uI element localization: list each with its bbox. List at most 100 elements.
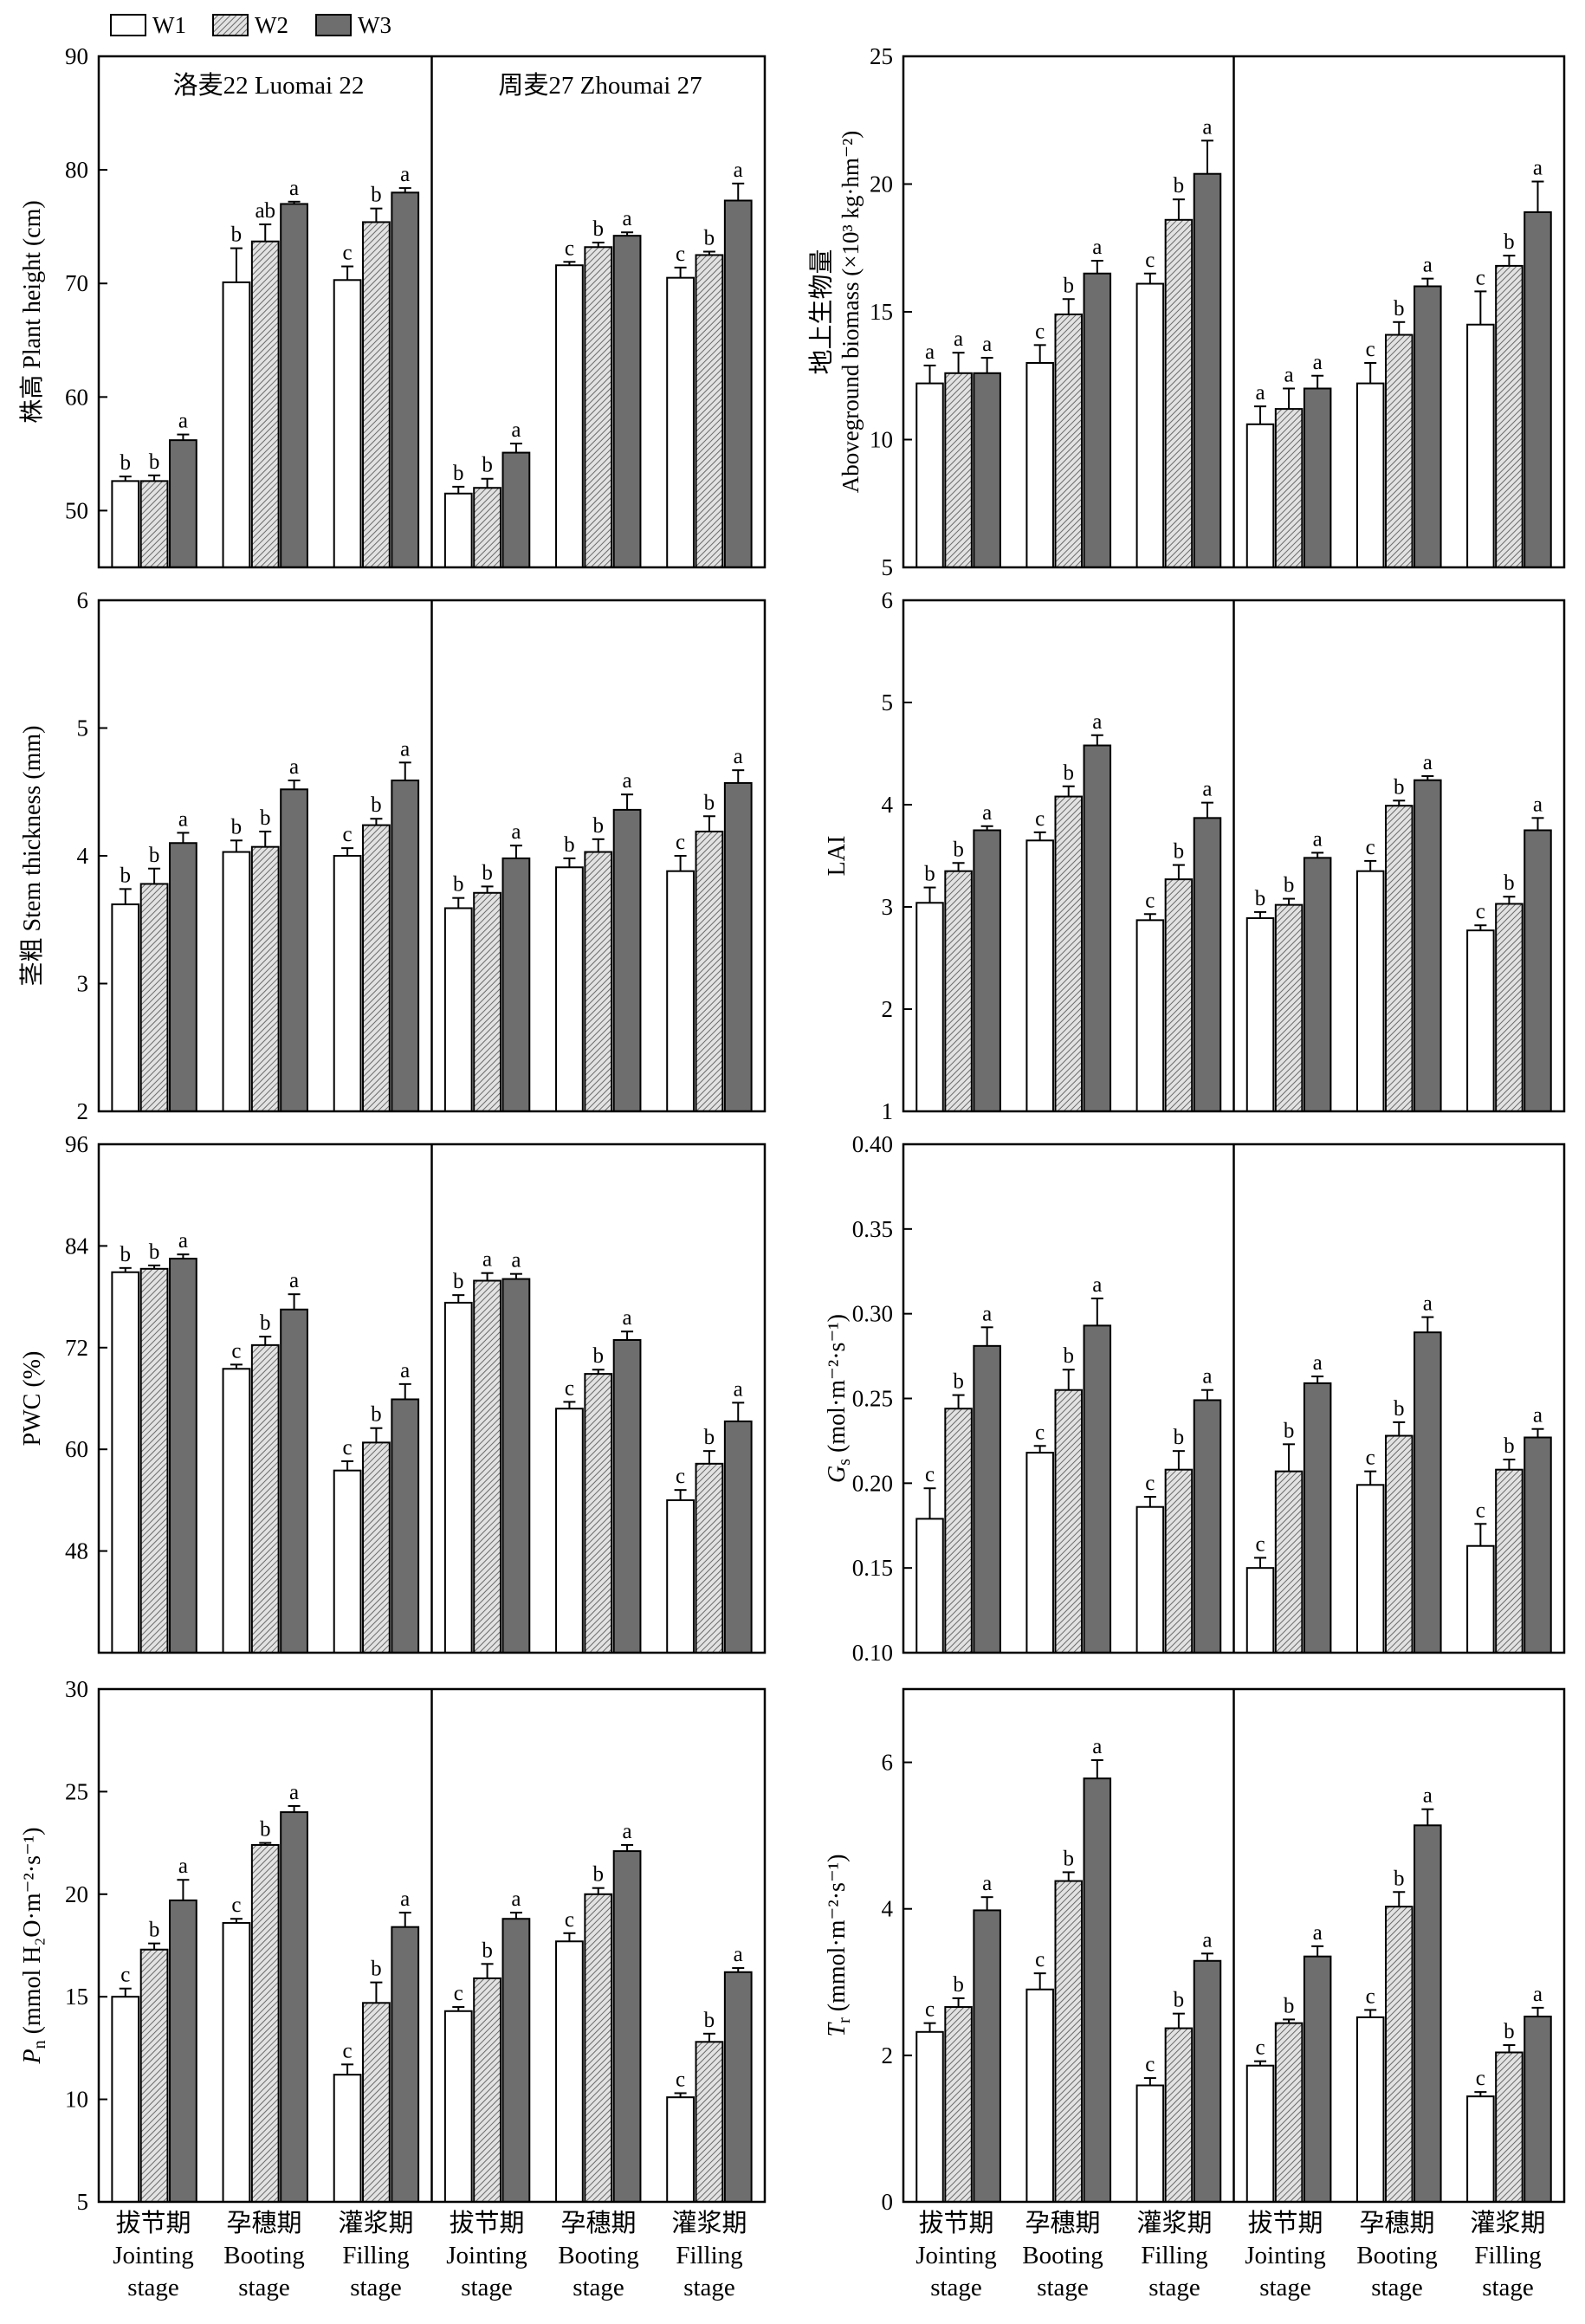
- significance-label: b: [924, 863, 935, 886]
- bar-w3: [1303, 1955, 1332, 2204]
- bar-w2: [250, 240, 280, 568]
- significance-label: a: [982, 333, 992, 356]
- bar-w3: [973, 1344, 1001, 1654]
- y-tick-label: 96: [65, 1131, 88, 1157]
- bar-w1: [443, 1301, 473, 1654]
- significance-label: a: [1092, 1273, 1102, 1297]
- significance-label: a: [734, 1943, 743, 1966]
- significance-label: b: [1064, 274, 1075, 297]
- bar-w1: [1466, 2095, 1495, 2203]
- bar-w3: [280, 203, 308, 568]
- stage-label-zh: 孕穗期: [560, 2209, 636, 2237]
- significance-label: c: [343, 823, 353, 846]
- bar-w3: [612, 235, 642, 568]
- significance-label: c: [1035, 1421, 1045, 1444]
- significance-label: c: [343, 1436, 353, 1460]
- bar-w3: [973, 829, 1001, 1112]
- significance-label: a: [1092, 236, 1102, 259]
- cultivar-title-zhoumai: 周麦27 Zhoumai 27: [498, 71, 702, 100]
- y-tick-label: 25: [65, 1778, 88, 1804]
- significance-label: a: [511, 820, 521, 844]
- significance-label: a: [623, 1820, 632, 1843]
- significance-label: c: [676, 831, 685, 854]
- bar-w3: [1083, 272, 1112, 568]
- bar-w1: [1355, 382, 1385, 568]
- bar-w3: [169, 842, 197, 1112]
- bar-w2: [362, 824, 391, 1112]
- significance-label: b: [1394, 1397, 1405, 1421]
- y-tick-label: 3: [77, 971, 89, 997]
- stage-label-en2: stage: [350, 2274, 402, 2301]
- bar-w2: [584, 1893, 613, 2204]
- bar-w1: [1245, 2064, 1275, 2203]
- bar-w1: [1466, 929, 1495, 1113]
- bar-w3: [501, 857, 531, 1112]
- stage-label-zh: 拔节期: [1247, 2209, 1323, 2237]
- y-tick-label: 20: [870, 172, 893, 197]
- bar-w2: [1495, 2051, 1524, 2204]
- bar-w3: [973, 372, 1001, 568]
- legend-swatch-w3: [315, 14, 352, 36]
- bar-w1: [443, 492, 473, 568]
- y-axis-label: Tr (mmol·m⁻²·s⁻¹): [824, 1855, 854, 2037]
- bar-w2: [473, 1279, 501, 1654]
- bar-w1: [1025, 839, 1054, 1112]
- significance-label: c: [676, 243, 685, 266]
- bar-w1: [555, 264, 584, 568]
- stage-label-en2: stage: [1148, 2274, 1200, 2301]
- significance-label: a: [511, 1249, 521, 1272]
- significance-label: b: [593, 1344, 605, 1368]
- y-tick-label: 6: [882, 1750, 894, 1776]
- stage-label-zh: 拔节期: [918, 2209, 993, 2237]
- significance-label: b: [1504, 1434, 1515, 1458]
- significance-label: c: [343, 242, 353, 265]
- bar-w2: [473, 1977, 501, 2203]
- stage-label-zh: 灌浆期: [1136, 2209, 1212, 2237]
- bar-w3: [1524, 210, 1552, 568]
- bar-w3: [1524, 829, 1552, 1112]
- bar-w3: [723, 781, 753, 1112]
- y-tick-label: 70: [65, 270, 88, 296]
- significance-label: c: [1035, 807, 1045, 831]
- significance-label: a: [1202, 115, 1212, 139]
- significance-label: c: [1366, 836, 1375, 859]
- y-tick-label: 0.30: [852, 1301, 893, 1327]
- significance-label: a: [1092, 1735, 1102, 1758]
- significance-label: b: [953, 838, 964, 861]
- significance-label: c: [1476, 900, 1485, 923]
- bar-w3: [280, 788, 308, 1112]
- stage-label-zh: 孕穗期: [1025, 2209, 1100, 2237]
- significance-label: a: [734, 159, 743, 182]
- y-tick-label: 0.40: [852, 1131, 893, 1157]
- x-labels-right: 拔节期 Jointing stage 孕穗期 Booting stage 灌浆期…: [915, 2209, 1545, 2301]
- significance-label: b: [149, 1919, 160, 1942]
- significance-label: b: [1255, 887, 1266, 910]
- bar-w2: [1054, 795, 1084, 1112]
- significance-label: c: [676, 2068, 685, 2091]
- bar-w2: [250, 845, 280, 1112]
- bar-w2: [1164, 878, 1194, 1112]
- stage-label-en2: stage: [1371, 2274, 1423, 2301]
- stage-label-en2: stage: [1259, 2274, 1311, 2301]
- significance-label: c: [1035, 320, 1045, 343]
- significance-label: b: [260, 1311, 271, 1335]
- significance-label: c: [565, 1908, 574, 1932]
- y-tick-label: 4: [77, 843, 89, 869]
- bar-w2: [473, 487, 501, 569]
- y-tick-label: 3: [882, 894, 894, 920]
- bar-w3: [391, 779, 420, 1112]
- bar-w2: [250, 1343, 280, 1654]
- bar-w1: [1135, 1505, 1165, 1654]
- y-tick-label: 10: [65, 2087, 88, 2113]
- bar-w3: [1524, 2016, 1552, 2203]
- significance-label: c: [454, 1982, 463, 2005]
- bar-w3: [612, 1850, 642, 2204]
- bar-w2: [139, 480, 169, 568]
- y-axis-label: Pn (mmol H₂O·m⁻²·s⁻¹): [19, 1828, 49, 2065]
- bar-w2: [362, 2002, 391, 2203]
- bar-w1: [1135, 919, 1165, 1112]
- bar-w1: [111, 903, 140, 1113]
